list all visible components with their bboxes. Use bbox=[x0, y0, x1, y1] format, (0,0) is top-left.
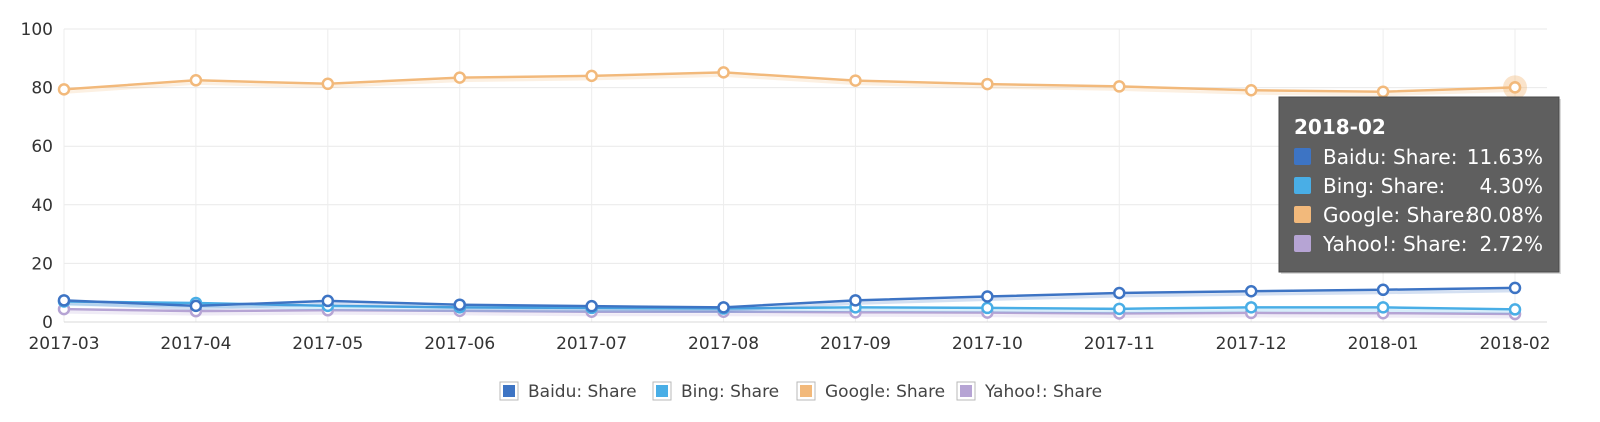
data-point[interactable] bbox=[57, 294, 71, 307]
tooltip: 2018-02 Baidu: Share: 11.63% Bing: Share: 4.… bbox=[1278, 96, 1561, 274]
data-point[interactable] bbox=[585, 69, 598, 83]
series-line-shadow bbox=[63, 73, 1516, 97]
legend-item-yahoo-share[interactable]: Yahoo!: Share bbox=[956, 381, 1102, 402]
x-tick-label: 2018-01 bbox=[1348, 334, 1419, 354]
tooltip-box bbox=[1278, 96, 1560, 273]
series-line-shadow bbox=[63, 289, 1516, 312]
y-tick-label: 0 bbox=[42, 313, 53, 333]
series-google-share[interactable] bbox=[57, 66, 1522, 98]
legend-item-google-share[interactable]: Google: Share bbox=[796, 381, 945, 402]
data-point[interactable] bbox=[189, 74, 203, 87]
data-point[interactable] bbox=[57, 83, 71, 96]
legend-swatch bbox=[960, 385, 972, 397]
y-axis: 0 20 40 60 80 100 bbox=[21, 20, 53, 333]
tooltip-row-value: 80.08% bbox=[1467, 203, 1543, 227]
x-tick-label: 2017-07 bbox=[556, 334, 627, 354]
y-tick-label: 80 bbox=[31, 79, 53, 99]
tooltip-swatch bbox=[1294, 206, 1311, 223]
tooltip-row-label: Yahoo!: Share: bbox=[1322, 232, 1467, 256]
data-point[interactable] bbox=[1376, 283, 1390, 297]
data-point[interactable] bbox=[981, 290, 994, 303]
data-point[interactable] bbox=[1113, 302, 1126, 316]
series-line-shadow bbox=[63, 310, 1516, 319]
tooltip-swatch bbox=[1294, 235, 1311, 252]
x-tick-label: 2017-03 bbox=[28, 334, 99, 354]
x-tick-label: 2017-12 bbox=[1216, 334, 1287, 354]
data-point[interactable] bbox=[1113, 286, 1126, 300]
legend-label: Baidu: Share bbox=[528, 382, 637, 402]
data-point[interactable] bbox=[1508, 303, 1522, 316]
tooltip-row-value: 2.72% bbox=[1479, 232, 1543, 256]
x-tick-label: 2017-11 bbox=[1084, 334, 1155, 354]
x-tick-label: 2017-09 bbox=[820, 334, 891, 354]
y-tick-label: 60 bbox=[31, 137, 53, 157]
data-point[interactable] bbox=[981, 77, 994, 91]
data-point[interactable] bbox=[1244, 301, 1258, 314]
data-point[interactable] bbox=[453, 71, 466, 84]
data-point[interactable] bbox=[1508, 281, 1522, 295]
tooltip-swatch bbox=[1294, 148, 1311, 165]
x-axis: 2017-03 2017-04 2017-05 2017-06 2017-07 2017-… bbox=[28, 334, 1550, 354]
data-point[interactable] bbox=[585, 299, 598, 313]
tooltip-row-value: 4.30% bbox=[1479, 174, 1543, 198]
legend-item-bing-share[interactable]: Bing: Share bbox=[652, 381, 779, 402]
series-line bbox=[63, 300, 1516, 311]
legend-swatch bbox=[656, 385, 668, 397]
legend-swatch bbox=[503, 385, 515, 397]
data-point[interactable] bbox=[849, 74, 862, 87]
data-point[interactable] bbox=[1244, 284, 1258, 298]
series-line bbox=[63, 71, 1516, 93]
legend-item-baidu-share[interactable]: Baidu: Share bbox=[499, 381, 637, 402]
legend-label: Google: Share bbox=[825, 382, 945, 402]
y-tick-label: 100 bbox=[21, 20, 53, 40]
data-point[interactable] bbox=[453, 298, 466, 311]
tooltip-row-label: Baidu: Share: bbox=[1323, 145, 1457, 169]
legend[interactable]: Baidu: Share Bing: Share Google: Share Yaho… bbox=[499, 381, 1102, 402]
series-line-shadow bbox=[63, 302, 1516, 314]
legend-swatch bbox=[800, 385, 812, 397]
x-tick-label: 2017-10 bbox=[952, 334, 1023, 354]
tooltip-swatch bbox=[1294, 177, 1311, 194]
legend-label: Bing: Share bbox=[681, 382, 779, 402]
x-tick-label: 2018-02 bbox=[1479, 334, 1550, 354]
series-baidu-share[interactable] bbox=[57, 281, 1522, 314]
series-line bbox=[63, 307, 1516, 316]
data-point[interactable] bbox=[321, 294, 335, 308]
legend-label: Yahoo!: Share bbox=[984, 382, 1102, 402]
series-line bbox=[63, 286, 1516, 309]
data-point[interactable] bbox=[1376, 85, 1390, 98]
y-tick-label: 20 bbox=[31, 254, 53, 274]
tooltip-title: 2018-02 bbox=[1294, 115, 1386, 139]
data-point[interactable] bbox=[849, 294, 862, 307]
data-point[interactable] bbox=[189, 299, 203, 313]
data-point[interactable] bbox=[981, 301, 994, 315]
data-point[interactable] bbox=[1244, 83, 1258, 97]
data-point[interactable] bbox=[717, 66, 730, 79]
data-point[interactable] bbox=[717, 301, 730, 314]
hover-point bbox=[1508, 81, 1522, 94]
x-tick-label: 2017-06 bbox=[424, 334, 495, 354]
x-tick-label: 2017-08 bbox=[688, 334, 759, 354]
x-tick-label: 2017-05 bbox=[292, 334, 363, 354]
data-point[interactable] bbox=[1113, 80, 1126, 93]
series-layer bbox=[57, 66, 1527, 321]
data-point[interactable] bbox=[1376, 301, 1390, 314]
tooltip-row-label: Google: Share: bbox=[1323, 203, 1471, 227]
y-tick-label: 40 bbox=[31, 196, 53, 216]
x-tick-label: 2017-04 bbox=[160, 334, 231, 354]
tooltip-row-value: 11.63% bbox=[1467, 145, 1543, 169]
tooltip-row-label: Bing: Share: bbox=[1323, 174, 1445, 198]
data-point[interactable] bbox=[321, 77, 335, 91]
